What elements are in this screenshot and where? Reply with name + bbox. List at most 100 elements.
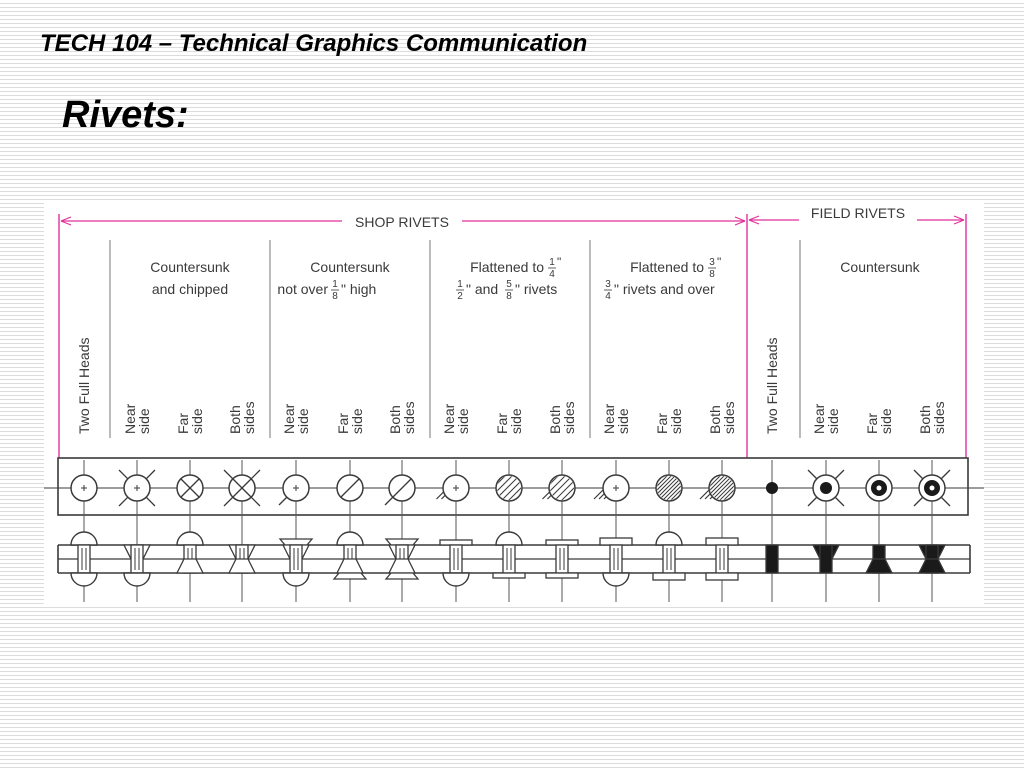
svg-text:4: 4 — [549, 269, 555, 280]
arrowhead — [748, 215, 760, 225]
course-title: TECH 104 – Technical Graphics Communicat… — [40, 30, 588, 57]
rivet-section-field-cs-near — [811, 544, 841, 574]
rivet-section-flat-quarter-near — [439, 539, 473, 587]
column-label: sides — [401, 401, 417, 434]
arrowhead — [734, 216, 746, 226]
rivet-symbol-flat-quarter-both — [542, 474, 576, 502]
column-label: sides — [721, 401, 737, 434]
column-label: Near — [601, 403, 617, 434]
svg-text:8: 8 — [506, 291, 512, 302]
category-heading-countersunk-not-over: Countersunk not over 1 8 " high — [277, 259, 390, 302]
svg-text:" high: " high — [341, 281, 376, 297]
rivet-section-flat-three-eighths-both — [705, 537, 739, 581]
column-label: Both — [547, 405, 563, 434]
svg-text:8: 8 — [332, 291, 338, 302]
rivet-symbol-cs-chipped-near — [118, 469, 156, 507]
svg-text:" rivets and over: " rivets and over — [614, 281, 715, 297]
rivet-symbol-flat-quarter-near — [436, 474, 470, 502]
column-label: Far — [864, 413, 880, 434]
rivet-symbol-flat-three-eighths-far — [655, 474, 683, 502]
category-heading-flattened-quarter: Flattened to 1 4 " 1 2 " and 5 8 " rivet… — [456, 255, 561, 302]
rivet-section-flat-quarter-far — [492, 531, 526, 579]
svg-text:1: 1 — [457, 279, 463, 290]
column-label: side — [825, 408, 841, 434]
column-label: side — [668, 408, 684, 434]
arrowhead — [60, 216, 72, 226]
rivet-section-cs-near — [278, 538, 314, 587]
column-label: Near — [281, 403, 297, 434]
rivet-section-cs-chipped-far — [175, 531, 205, 574]
column-label: side — [349, 408, 365, 434]
svg-text:8: 8 — [709, 269, 715, 280]
rivet-section-field-cs-far — [864, 544, 894, 574]
column-label: side — [136, 408, 152, 434]
column-label: Two Full Heads — [764, 338, 780, 434]
column-label: side — [878, 408, 894, 434]
column-label: Far — [494, 413, 510, 434]
rivet-section-field-cs-both — [917, 544, 947, 574]
svg-text:and chipped: and chipped — [152, 281, 228, 297]
column-label: side — [508, 408, 524, 434]
rivet-symbol-field-cs-both — [913, 469, 951, 507]
column-label: Both — [917, 405, 933, 434]
rivet-section-flat-quarter-both — [545, 539, 579, 579]
rivet-section-two-full-heads — [70, 531, 98, 587]
svg-text:4: 4 — [605, 291, 611, 302]
svg-text:2: 2 — [457, 291, 463, 302]
svg-text:5: 5 — [506, 279, 512, 290]
column-label: Far — [335, 413, 351, 434]
svg-text:Countersunk: Countersunk — [150, 259, 230, 275]
rivet-section-cs-both — [384, 538, 420, 580]
rivet-symbols-svg: SHOP RIVETS FIELD RIVETS Countersunk and… — [44, 205, 984, 602]
svg-text:1: 1 — [549, 257, 555, 268]
rivet-section-field-two-full-heads — [765, 544, 779, 574]
rivet-section-flat-three-eighths-near — [599, 537, 633, 587]
category-heading-countersunk-chipped: Countersunk and chipped — [150, 259, 230, 297]
svg-text:": " — [557, 255, 561, 269]
column-label: Both — [387, 405, 403, 434]
plan-view-plate — [57, 457, 969, 516]
rivet-symbol-cs-near — [278, 474, 310, 506]
svg-text:Flattened to: Flattened to — [630, 259, 704, 275]
rivet-symbol-two-full-heads — [70, 474, 98, 502]
rivet-section-flat-three-eighths-far — [652, 531, 686, 581]
column-label: side — [189, 408, 205, 434]
rivet-symbol-field-cs-near — [807, 469, 845, 507]
rivet-symbol-field-cs-far — [865, 474, 893, 502]
rivet-section-cs-chipped-both — [227, 544, 257, 574]
svg-text:3: 3 — [709, 257, 715, 268]
rivet-symbol-flat-three-eighths-near — [593, 474, 630, 502]
rivet-symbol-flat-three-eighths-both — [699, 474, 736, 502]
rivet-symbols-diagram: SHOP RIVETS FIELD RIVETS Countersunk and… — [44, 200, 984, 606]
svg-text:Countersunk: Countersunk — [840, 259, 920, 275]
slide-title: Rivets: — [62, 94, 189, 136]
category-heading-field-countersunk: Countersunk — [840, 259, 920, 275]
rivet-symbol-flat-quarter-far — [495, 474, 523, 502]
rivet-symbol-cs-chipped-both — [223, 469, 261, 507]
svg-text:" and: " and — [466, 281, 498, 297]
column-label: Far — [175, 413, 191, 434]
svg-text:1: 1 — [332, 279, 338, 290]
column-label: Far — [654, 413, 670, 434]
rivet-section-cs-chipped-near — [122, 544, 152, 587]
svg-text:not over: not over — [277, 281, 328, 297]
column-label: Near — [122, 403, 138, 434]
column-label: side — [295, 408, 311, 434]
svg-text:Countersunk: Countersunk — [310, 259, 390, 275]
rivet-symbol-field-two-full-heads — [766, 482, 778, 494]
svg-text:": " — [717, 255, 721, 269]
column-label: Near — [811, 403, 827, 434]
column-label: side — [455, 408, 471, 434]
svg-text:Flattened to: Flattened to — [470, 259, 544, 275]
field-rivets-label: FIELD RIVETS — [811, 205, 905, 221]
shop-rivets-label: SHOP RIVETS — [355, 214, 449, 230]
column-label: Two Full Heads — [76, 338, 92, 434]
rivet-section-cs-far — [332, 531, 368, 580]
rivet-symbol-cs-far — [336, 474, 364, 502]
column-label: sides — [931, 401, 947, 434]
column-label: sides — [241, 401, 257, 434]
column-label: Both — [227, 405, 243, 434]
arrowhead — [953, 215, 965, 225]
column-label: side — [615, 408, 631, 434]
